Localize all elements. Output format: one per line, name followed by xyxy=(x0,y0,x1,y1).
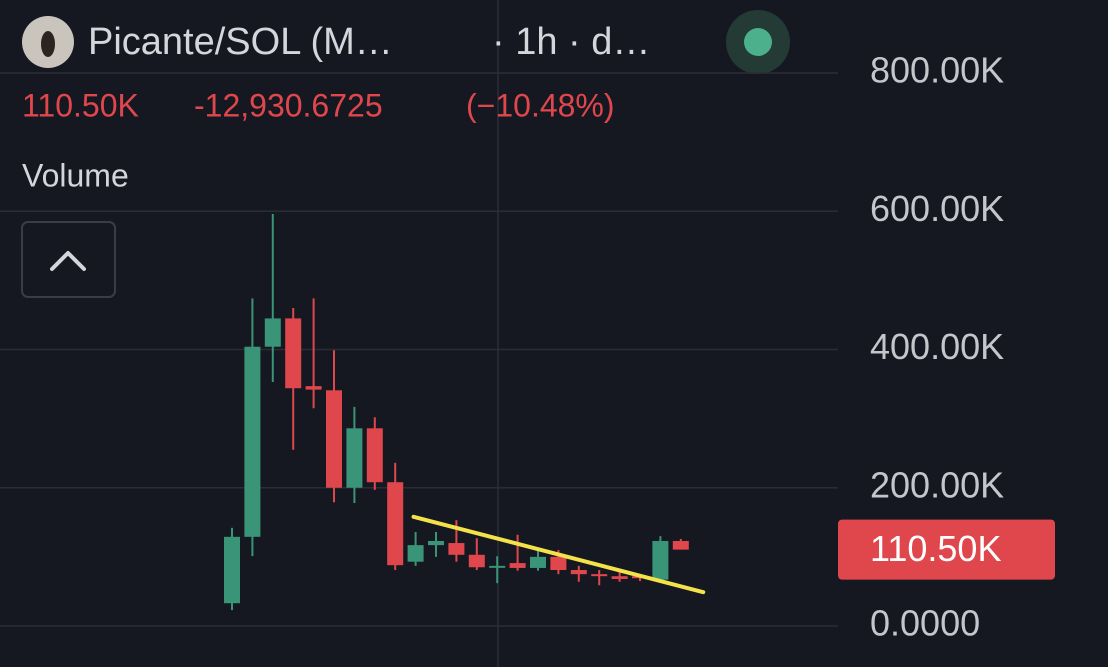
candle-body xyxy=(346,428,363,488)
change-percent: (−10.48%) xyxy=(466,87,615,123)
interval: · 1h · d… xyxy=(492,21,650,63)
candle-body xyxy=(591,574,608,577)
candle-body xyxy=(305,386,322,390)
y-tick-label: 0.0000 xyxy=(870,603,980,644)
candle-body xyxy=(224,536,240,604)
candle-body xyxy=(672,540,689,550)
price-tag-label: 110.50K xyxy=(870,528,1001,569)
y-tick-label: 600.00K xyxy=(870,188,1004,229)
token-icon-figure xyxy=(41,31,55,57)
pane-label: Volume xyxy=(22,157,129,193)
y-tick-label: 400.00K xyxy=(870,326,1004,367)
candle-body xyxy=(326,390,342,488)
candle-body xyxy=(530,556,546,568)
y-tick-label: 200.00K xyxy=(870,464,1004,505)
candle-body xyxy=(244,346,261,537)
chart-title: Picante/SOL (M… xyxy=(88,21,393,63)
candle-body xyxy=(264,318,281,347)
candle-body xyxy=(652,540,669,580)
price-tag xyxy=(838,519,1055,580)
candle-body xyxy=(387,482,404,566)
candle-body xyxy=(611,576,628,579)
candle-body xyxy=(570,570,587,575)
collapse-button[interactable] xyxy=(21,221,116,298)
candle-body xyxy=(509,563,526,568)
candle-body xyxy=(428,540,444,546)
candle-body xyxy=(550,556,567,571)
candle-body xyxy=(448,543,465,555)
trendline xyxy=(411,514,706,595)
last-price: 110.50K xyxy=(22,87,139,123)
change: -12,930.6725 xyxy=(194,87,383,123)
y-tick-label: 800.00K xyxy=(870,50,1004,91)
caret-up-icon xyxy=(50,251,86,271)
candle-body xyxy=(366,428,383,483)
candle-body xyxy=(489,565,506,568)
candle-body xyxy=(407,545,424,562)
candle-body xyxy=(468,554,485,568)
status-dot[interactable] xyxy=(744,28,772,56)
candle-body xyxy=(285,318,302,389)
